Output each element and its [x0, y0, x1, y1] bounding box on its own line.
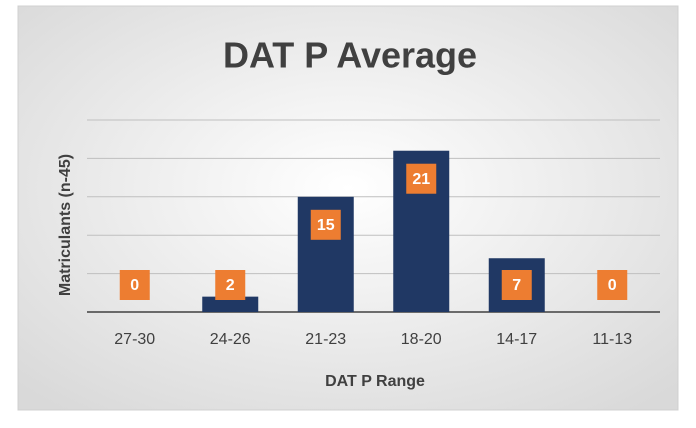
- x-axis-label: DAT P Range: [325, 373, 425, 390]
- x-tick-label: 11-13: [592, 331, 632, 348]
- data-label-box: [501, 270, 532, 300]
- data-label-box: [119, 270, 150, 300]
- data-label: 7: [512, 277, 521, 294]
- data-label: 0: [130, 277, 139, 294]
- x-tick-label: 18-20: [401, 331, 442, 348]
- x-tick-label: 21-23: [305, 331, 346, 348]
- data-label-box: [406, 163, 437, 194]
- data-label-box: [310, 209, 341, 240]
- chart-title: DAT P Average: [223, 35, 477, 76]
- bar: [202, 296, 259, 312]
- y-axis-label: Matriculants (n-45): [57, 154, 74, 296]
- x-tick-label: 24-26: [210, 331, 251, 348]
- data-label: 0: [608, 277, 617, 294]
- data-label-box: [215, 270, 246, 300]
- data-label-box: [597, 270, 628, 300]
- data-label: 2: [226, 277, 235, 294]
- data-label: 15: [317, 217, 335, 234]
- data-label: 21: [412, 171, 430, 188]
- x-tick-label: 14-17: [496, 331, 537, 348]
- x-tick-label: 27-30: [114, 331, 155, 348]
